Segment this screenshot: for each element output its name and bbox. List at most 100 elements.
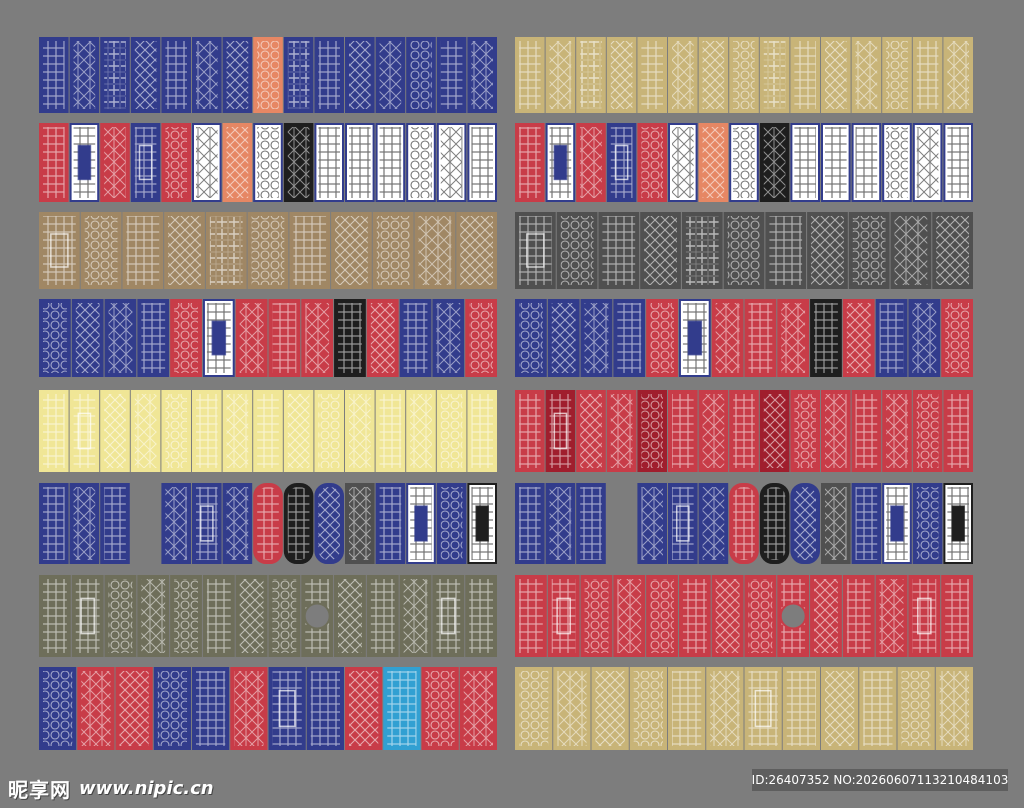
carved-panel-row-2-left-14 (436, 123, 467, 202)
carved-panel-row-5-right-14 (912, 390, 943, 472)
panel-pattern (855, 41, 878, 109)
carved-panel-row-6-left-15 (467, 483, 497, 564)
carved-panel-row-2-left-1 (39, 123, 69, 202)
panel-pattern (165, 127, 187, 198)
panel-pattern (855, 487, 878, 560)
carved-panel-row-1-left-9 (283, 37, 314, 113)
carved-panel-row-8-right-11 (897, 667, 935, 750)
carved-panel-row-8-left-6 (230, 667, 268, 750)
carved-panel-row-6-right-5 (637, 483, 668, 564)
panel-pattern (349, 671, 379, 746)
panel-pattern (733, 127, 755, 198)
panel-medallion (303, 602, 331, 630)
carved-panel-row-3-right-1 (515, 212, 556, 289)
carved-panel-row-3-right-11 (932, 212, 973, 289)
carved-panel-row-7-right-2 (547, 575, 580, 657)
panel-pattern (894, 216, 928, 285)
panel-pattern (376, 216, 410, 285)
panel-pattern (702, 394, 725, 468)
carved-panel-row-2-right-15 (943, 123, 974, 202)
carved-panel-row-5-left-6 (192, 390, 222, 472)
carved-panel-row-5-left-4 (130, 390, 161, 472)
panel-pattern (226, 127, 249, 198)
carved-panel-row-7-right-6 (678, 575, 711, 657)
carved-panel-row-1-left-10 (314, 37, 344, 113)
panel-center-frame (553, 144, 568, 181)
carved-panel-row-6-left-14 (436, 483, 467, 564)
panel-pattern (852, 216, 886, 285)
carved-panel-row-6-right-12 (851, 483, 882, 564)
panel-pattern (43, 216, 76, 285)
panel-pattern (73, 487, 96, 560)
carved-panel-row-4-left-13 (432, 299, 465, 377)
panel-pattern (141, 303, 166, 373)
carved-panel-row-4-left-9 (301, 299, 334, 377)
panel-center-frame (951, 505, 966, 542)
panel-pattern (610, 127, 633, 198)
panel-pattern (349, 41, 371, 109)
panel-center-frame (199, 505, 214, 542)
carved-panel-row-2-right-1 (515, 123, 545, 202)
panel-pattern (748, 579, 773, 653)
panel-pattern (814, 303, 838, 373)
panel-pattern (916, 41, 939, 109)
panel-pattern (912, 579, 937, 653)
carved-panel-row-1-left-12 (375, 37, 406, 113)
panel-center-frame (754, 689, 772, 728)
carved-panel-row-2-left-11 (345, 123, 375, 202)
carved-panel-row-5-left-13 (406, 390, 436, 472)
carved-panel-row-8-right-4 (629, 667, 667, 750)
panel-center-frame (475, 505, 490, 542)
panel-pattern (410, 127, 432, 198)
carved-panel-row-2-right-10 (790, 123, 821, 202)
carved-panel-row-7-left-8 (268, 575, 301, 657)
panel-pattern (287, 394, 310, 468)
carved-panel-row-7-right-5 (646, 575, 678, 657)
panel-pattern (584, 303, 609, 373)
carved-panel-row-2-left-3 (100, 123, 130, 202)
panel-pattern (104, 127, 126, 198)
carved-panel-row-6-right-10 (790, 483, 821, 564)
panel-pattern (549, 41, 572, 109)
carved-panel-row-7-left-6 (202, 575, 235, 657)
carved-panel-row-5-right-5 (637, 390, 668, 472)
carved-panel-row-2-left-2 (69, 123, 100, 202)
carved-panel-row-4-left-8 (268, 299, 301, 377)
panel-pattern (644, 216, 677, 285)
panel-pattern (410, 394, 432, 468)
panel-center-frame (80, 597, 95, 635)
panel-pattern (239, 579, 264, 653)
carved-panel-row-3-left-9 (372, 212, 414, 289)
panel-pattern (226, 394, 249, 468)
panel-pattern (196, 394, 218, 468)
carved-panel-row-1-right-11 (821, 37, 851, 113)
carved-panel-row-1-left-13 (406, 37, 436, 113)
panel-pattern (196, 41, 218, 109)
carved-panel-row-2-right-5 (637, 123, 668, 202)
carved-panel-row-4-left-7 (235, 299, 268, 377)
carved-panel-row-4-left-3 (104, 299, 137, 377)
panel-pattern (338, 303, 362, 373)
panel-pattern (196, 487, 218, 560)
carved-panel-row-4-left-11 (366, 299, 399, 377)
carved-panel-row-6-left-5 (161, 483, 191, 564)
panel-pattern (825, 127, 847, 198)
panel-pattern (206, 579, 231, 653)
panel-pattern (560, 216, 594, 285)
carved-panel-row-3-left-11 (456, 212, 498, 289)
carved-panel-row-1-left-15 (467, 37, 497, 113)
panel-pattern (580, 41, 602, 109)
panel-pattern (272, 303, 297, 373)
panel-pattern (410, 41, 432, 109)
panel-pattern (727, 216, 761, 285)
panel-pattern (335, 216, 368, 285)
carved-panel-row-5-left-10 (314, 390, 344, 472)
panel-pattern (379, 487, 402, 560)
panel-pattern (338, 579, 362, 653)
carved-panel-row-8-right-6 (706, 667, 744, 750)
panel-pattern (287, 127, 310, 198)
panel-center-frame (917, 597, 932, 635)
panel-pattern (814, 579, 838, 653)
carved-panel-row-5-left-3 (100, 390, 130, 472)
panel-pattern (672, 671, 702, 746)
